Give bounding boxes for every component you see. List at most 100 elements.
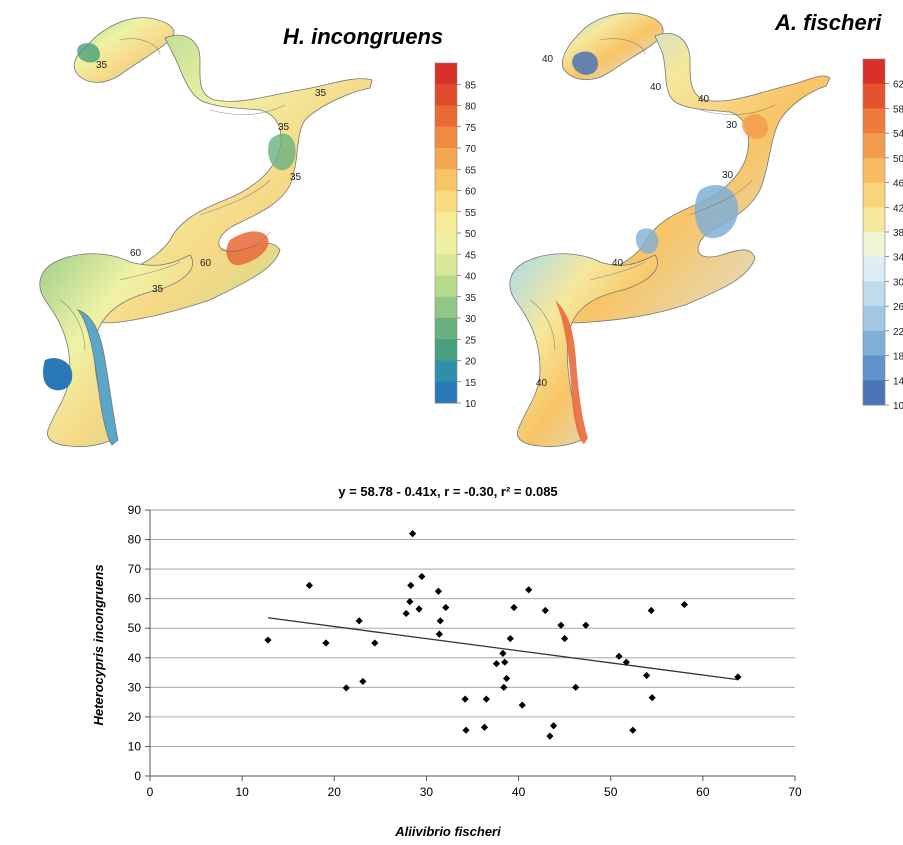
colorbar-swatch [863, 256, 885, 282]
x-tick-label: 60 [696, 785, 710, 799]
data-points [264, 530, 742, 740]
data-point [500, 683, 508, 691]
scatter-chart: y = 58.78 - 0.41x, r = -0.30, r² = 0.085… [91, 484, 802, 839]
colorbar-tick-label: 35 [465, 293, 477, 304]
x-tick-label: 70 [788, 785, 802, 799]
colorbar-swatch [863, 207, 885, 233]
colorbar-tick-label: 85 [465, 80, 477, 91]
colorbar-tick-label: 54 [893, 129, 903, 140]
x-tick-label: 10 [235, 785, 249, 799]
colorbar-swatch [863, 306, 885, 332]
colorbar-tick-label: 22 [893, 327, 903, 338]
colorbar-swatch [863, 380, 885, 406]
data-point [643, 671, 651, 680]
data-point [436, 617, 444, 625]
contour-label: 40 [612, 258, 624, 269]
data-point [418, 572, 426, 581]
data-point [409, 530, 417, 538]
contour-label: 60 [130, 248, 142, 259]
data-point [435, 630, 443, 638]
data-point [407, 581, 415, 589]
data-point [355, 617, 363, 625]
colorbar-swatch [863, 157, 885, 184]
colorbar-swatch [435, 63, 457, 85]
colorbar-tick-label: 45 [465, 250, 477, 261]
colorbar-swatch [863, 59, 885, 85]
colorbar-tick-label: 38 [893, 228, 903, 239]
data-point [648, 694, 656, 702]
colorbar-tick-label: 42 [893, 203, 903, 214]
y-tick-label: 80 [128, 533, 142, 547]
x-axis-ticks: 0 10 20 30 40 50 60 70 [147, 776, 802, 799]
data-point [499, 649, 507, 657]
colorbar-swatch [863, 232, 885, 258]
data-point [572, 683, 580, 691]
y-tick-label: 60 [128, 592, 142, 606]
data-point [501, 658, 509, 666]
colorbar-a-fischeri: 62 58 54 50 46 42 38 34 30 26 22 18 14 10 [862, 58, 903, 412]
data-point [434, 587, 443, 595]
colorbar-tick-label: 62 [893, 80, 903, 91]
colorbar-tick-label: 50 [465, 229, 477, 240]
colorbar-tick-label: 55 [465, 208, 477, 219]
colorbar-tick-label: 26 [893, 302, 903, 313]
data-point [510, 603, 518, 612]
data-point [359, 677, 367, 686]
colorbar-tick-label: 25 [465, 335, 477, 346]
contour-label: 35 [96, 60, 108, 71]
colorbar-tick-label: 58 [893, 104, 903, 115]
colorbar-swatch [863, 355, 885, 381]
data-point [322, 639, 330, 647]
data-point [462, 726, 470, 734]
data-point [557, 621, 565, 629]
y-tick-label: 50 [128, 621, 142, 635]
contour-label: 35 [152, 284, 164, 295]
colorbar-tick-label: 10 [893, 401, 903, 412]
colorbar-tick-label: 15 [465, 378, 477, 389]
gridlines [149, 509, 795, 777]
colorbar-tick-label: 18 [893, 352, 903, 363]
data-point [734, 673, 742, 681]
data-point [518, 701, 526, 709]
colorbar-swatch [435, 148, 457, 170]
colorbar-tick-label: 65 [465, 165, 477, 176]
colorbar-swatch [435, 275, 457, 298]
x-tick-label: 50 [604, 785, 618, 799]
data-point [622, 658, 630, 666]
colorbar-h-incongruens: 85 80 75 70 65 60 55 50 45 40 35 30 25 20 15 10 [434, 62, 477, 410]
colorbar-swatch [435, 105, 457, 128]
colorbar-tick-label: 60 [465, 187, 477, 198]
contour-label: 35 [315, 88, 327, 99]
x-axis-title: Aliivibrio fischeri [394, 824, 501, 839]
data-point [506, 634, 514, 643]
map-h-incongruens: 35 35 35 35 60 60 35 [39, 17, 373, 448]
colorbar-swatch [863, 281, 885, 307]
colorbar-tick-label: 40 [465, 272, 477, 283]
data-point [647, 606, 655, 615]
contour-label: 60 [200, 258, 212, 269]
colorbar-swatch [435, 190, 457, 213]
colorbar-tick-label: 30 [893, 277, 903, 288]
contour-label: 40 [650, 82, 662, 93]
x-tick-label: 20 [328, 785, 342, 799]
colorbar-tick-label: 30 [465, 314, 477, 325]
colorbar-swatch [863, 83, 885, 109]
x-tick-label: 40 [512, 785, 526, 799]
colorbar-swatch [435, 360, 457, 383]
colorbar-tick-label: 75 [465, 123, 477, 134]
colorbar-swatch [435, 381, 457, 404]
data-point [402, 609, 410, 618]
map-title-a-fischeri: A. fischeri [775, 10, 882, 35]
data-point [342, 684, 350, 692]
colorbar-swatch [863, 133, 885, 159]
data-point [541, 606, 549, 615]
colorbar-tick-label: 70 [465, 144, 477, 155]
y-tick-label: 70 [128, 562, 142, 576]
y-axis-ticks: 0 10 20 30 40 50 60 70 80 90 [128, 503, 150, 783]
colorbar-tick-label: 46 [893, 179, 903, 190]
colorbar-swatch [863, 182, 885, 208]
colorbar-swatch [435, 211, 457, 234]
data-point [502, 674, 511, 683]
colorbar-swatch [435, 233, 457, 255]
y-tick-label: 10 [128, 739, 142, 753]
